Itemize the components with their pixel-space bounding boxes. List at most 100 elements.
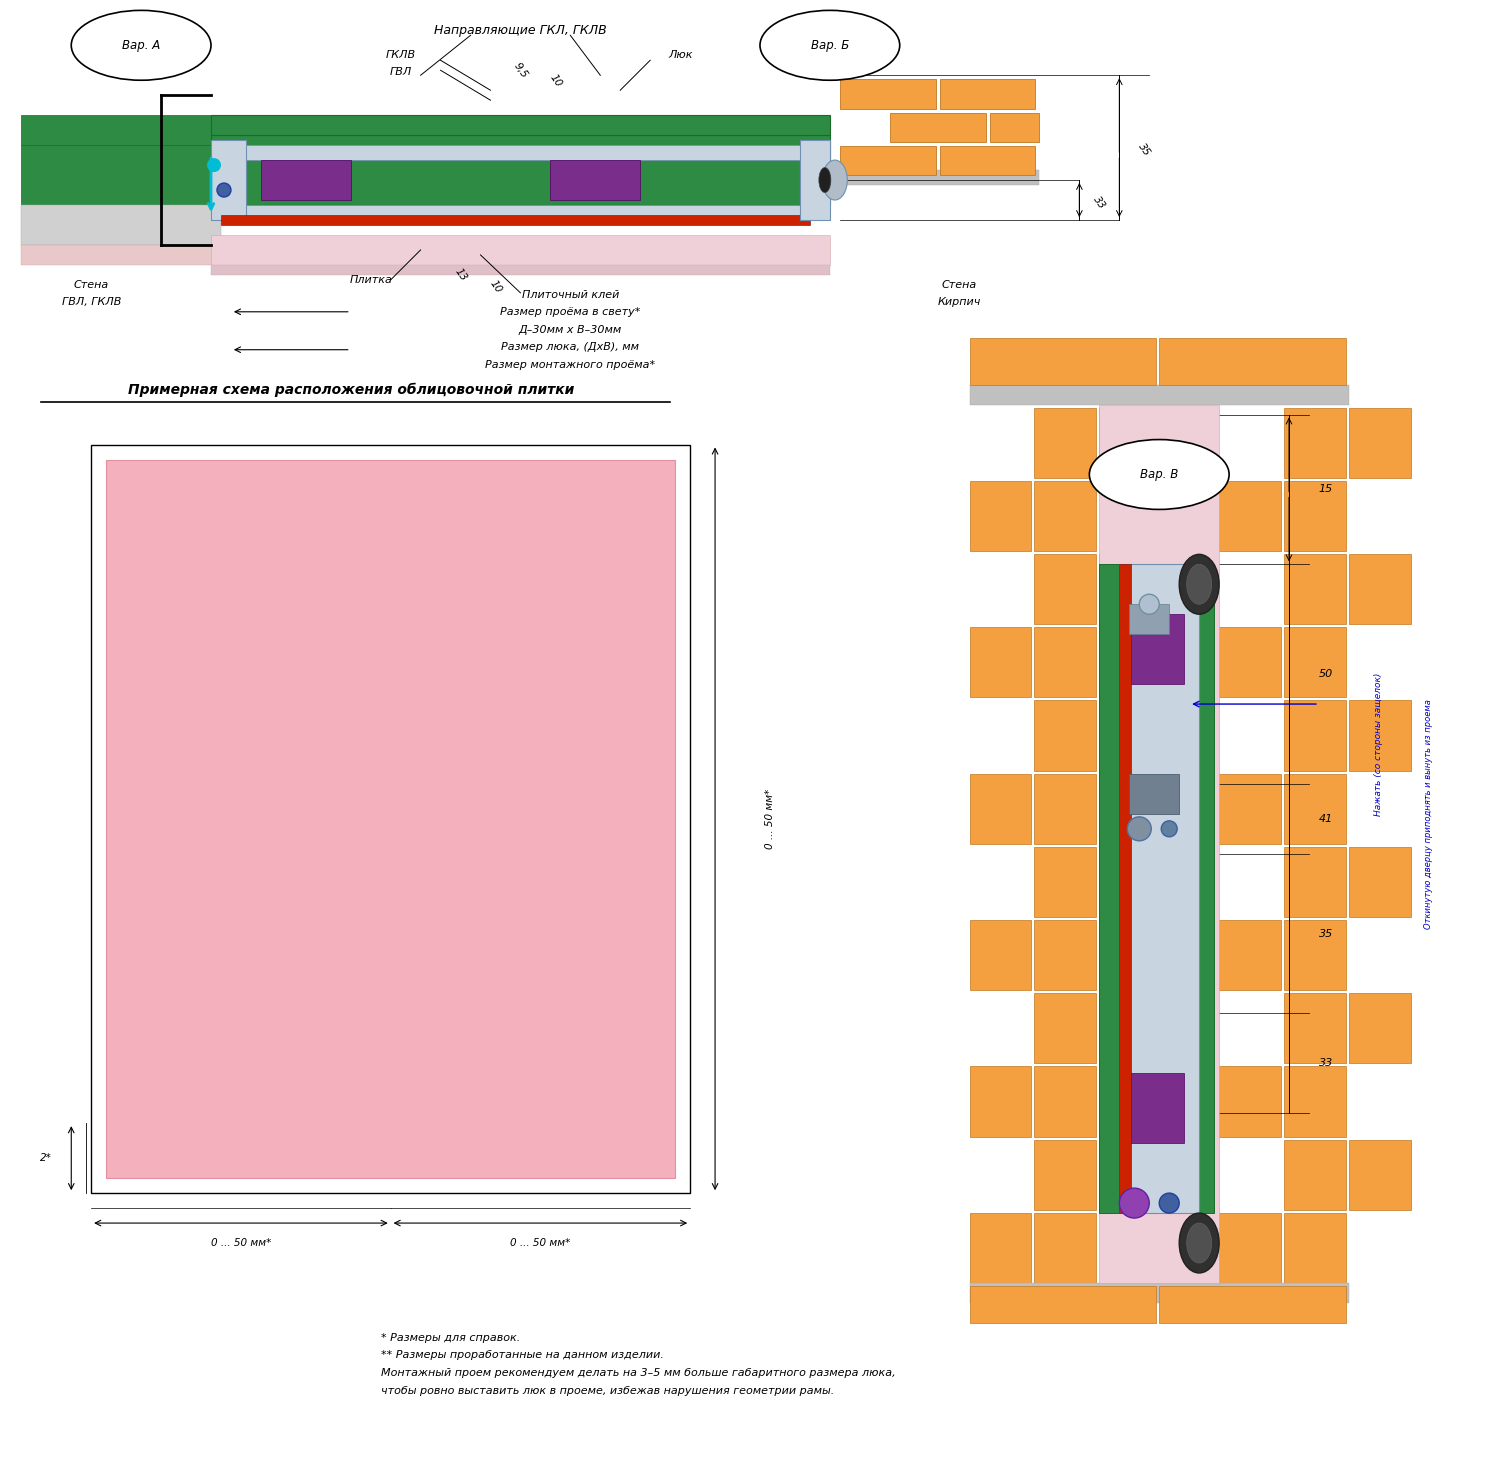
Bar [969, 338, 1156, 385]
Bar [1119, 564, 1198, 1214]
Text: чтобы ровно выставить люк в проеме, избежав нарушения геометрии рамы.: чтобы ровно выставить люк в проеме, избе… [381, 1386, 834, 1395]
Bar [1348, 700, 1412, 770]
Text: ** Размеры проработанные на данном изделии.: ** Размеры проработанные на данном издел… [381, 1350, 663, 1360]
Text: Стена: Стена [74, 280, 110, 290]
Bar [21, 205, 220, 244]
Bar [990, 113, 1039, 142]
Circle shape [1128, 817, 1152, 840]
Bar [1284, 773, 1346, 843]
Text: Вар. В: Вар. В [1140, 468, 1179, 482]
Bar [1284, 553, 1346, 624]
Bar [1348, 993, 1412, 1063]
Text: Размер монтажного проёма*: Размер монтажного проёма* [486, 360, 656, 370]
Bar [939, 146, 1035, 176]
Bar [969, 1285, 1156, 1323]
Text: 50: 50 [1318, 669, 1334, 679]
Bar [106, 460, 675, 1179]
Bar [1035, 1139, 1096, 1209]
Bar [1035, 553, 1096, 624]
Bar [1130, 605, 1168, 634]
Circle shape [207, 158, 220, 173]
Bar [1119, 564, 1131, 1214]
Bar [1220, 627, 1281, 697]
Text: Вар. Б: Вар. Б [810, 40, 849, 51]
Bar [550, 160, 640, 201]
Ellipse shape [819, 167, 831, 193]
Bar [1100, 404, 1220, 1282]
Bar [220, 215, 810, 225]
Bar [1284, 993, 1346, 1063]
Bar [1284, 407, 1346, 477]
Bar [1220, 1212, 1281, 1282]
Bar [1035, 1212, 1096, 1282]
Text: Направляющие ГКЛ, ГКЛВ: Направляющие ГКЛ, ГКЛВ [433, 23, 608, 37]
Bar [1035, 627, 1096, 697]
Text: Монтажный проем рекомендуем делать на 3–5 мм больше габаритного размера люка,: Монтажный проем рекомендуем делать на 3–… [381, 1367, 896, 1378]
Bar [890, 113, 986, 142]
Bar [1035, 1066, 1096, 1136]
Bar [21, 145, 220, 205]
Text: Размер проёма в свету*: Размер проёма в свету* [500, 307, 640, 316]
Ellipse shape [1186, 564, 1212, 605]
Bar [1284, 480, 1346, 550]
Text: Д–30мм х В–30мм: Д–30мм х В–30мм [519, 325, 622, 335]
Bar [1035, 993, 1096, 1063]
Text: 41: 41 [1318, 814, 1334, 824]
Text: Откинутую дверцу приподнять и вынуть из проема: Откинутую дверцу приподнять и вынуть из … [1424, 698, 1432, 928]
Bar [1125, 615, 1184, 684]
Bar [969, 773, 1032, 843]
Ellipse shape [1179, 1214, 1219, 1274]
Bar [1348, 553, 1412, 624]
Bar [1348, 407, 1412, 477]
Bar [1100, 846, 1161, 916]
Bar [800, 141, 830, 220]
Bar [1160, 338, 1346, 385]
Bar [211, 145, 830, 160]
Bar [1035, 700, 1096, 770]
Text: * Размеры для справок.: * Размеры для справок. [381, 1332, 520, 1342]
Bar [1220, 1066, 1281, 1136]
Bar [969, 480, 1032, 550]
Text: 0 ... 50 мм*: 0 ... 50 мм* [510, 1239, 570, 1247]
Bar [969, 919, 1032, 990]
Bar [211, 141, 246, 220]
Bar [969, 627, 1032, 697]
Bar [1100, 407, 1161, 477]
Text: 9,5: 9,5 [512, 60, 530, 81]
Text: Стена: Стена [942, 280, 976, 290]
Bar [1035, 919, 1096, 990]
Bar [969, 1066, 1032, 1136]
Bar [1100, 1139, 1161, 1209]
Bar [1348, 846, 1412, 916]
Circle shape [217, 183, 231, 198]
Bar [1035, 846, 1096, 916]
Bar [1284, 1066, 1346, 1136]
Text: Плиточный клей: Плиточный клей [522, 290, 620, 300]
Bar [1100, 553, 1161, 624]
Circle shape [1160, 1193, 1179, 1214]
Bar [1035, 773, 1096, 843]
Bar [840, 146, 936, 176]
Bar [92, 445, 690, 1193]
Ellipse shape [760, 10, 900, 81]
Circle shape [1119, 1189, 1149, 1218]
Text: Вар. А: Вар. А [122, 40, 160, 51]
Bar [1160, 1285, 1346, 1323]
Ellipse shape [1179, 555, 1219, 615]
Bar [211, 265, 830, 275]
Bar [1035, 480, 1096, 550]
Bar [211, 135, 830, 205]
Text: 2*: 2* [40, 1154, 53, 1164]
Text: Люк: Люк [668, 50, 693, 60]
Bar [939, 79, 1035, 108]
Circle shape [1161, 821, 1178, 837]
Text: 0 ... 50 мм*: 0 ... 50 мм* [765, 789, 776, 849]
Bar [211, 205, 830, 220]
Text: 10: 10 [488, 278, 504, 296]
Bar [969, 1212, 1032, 1282]
Text: ГКЛВ: ГКЛВ [386, 50, 416, 60]
Bar [1220, 919, 1281, 990]
Bar [1194, 564, 1214, 1214]
Bar [1220, 773, 1281, 843]
Text: ГВЛ: ГВЛ [390, 67, 412, 78]
